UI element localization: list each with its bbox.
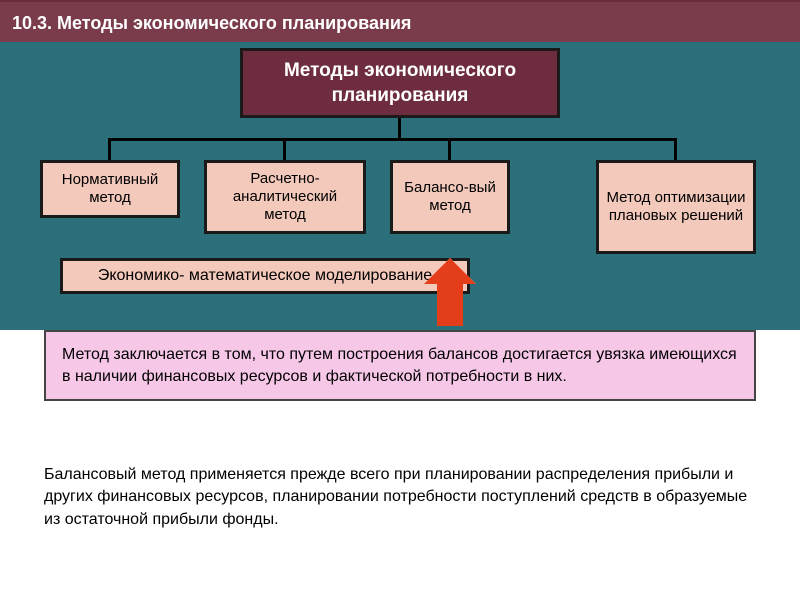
description-primary: Метод заключается в том, что путем постр… xyxy=(44,330,756,401)
connector xyxy=(283,138,286,160)
connector xyxy=(108,138,674,141)
method-box-econ-math: Экономико- математическое моделирование xyxy=(60,258,470,294)
method-label: Экономико- математическое моделирование xyxy=(98,267,432,284)
method-label: Нормативный метод xyxy=(47,171,173,207)
description-text: Балансовый метод применяется прежде всег… xyxy=(44,466,747,528)
method-box-normative: Нормативный метод xyxy=(40,160,180,218)
slide: 10.3. Методы экономического планирования… xyxy=(0,0,800,600)
connector xyxy=(674,138,677,160)
highlight-arrow-icon xyxy=(424,258,476,326)
method-label: Расчетно-аналитический метод xyxy=(211,170,359,224)
diagram-title: Методы экономического планирования xyxy=(240,48,560,118)
method-box-analytical: Расчетно-аналитический метод xyxy=(204,160,366,234)
connector xyxy=(448,138,451,160)
section-header: 10.3. Методы экономического планирования xyxy=(0,0,800,42)
method-box-optimization: Метод оптимизации плановых решений xyxy=(596,160,756,254)
description-secondary: Балансовый метод применяется прежде всег… xyxy=(26,450,774,545)
description-text: Метод заключается в том, что путем постр… xyxy=(62,346,737,385)
method-box-balance: Балансо-вый метод xyxy=(390,160,510,234)
method-label: Метод оптимизации плановых решений xyxy=(603,189,749,225)
method-label: Балансо-вый метод xyxy=(397,179,503,215)
connector xyxy=(398,118,401,140)
connector xyxy=(108,138,111,160)
